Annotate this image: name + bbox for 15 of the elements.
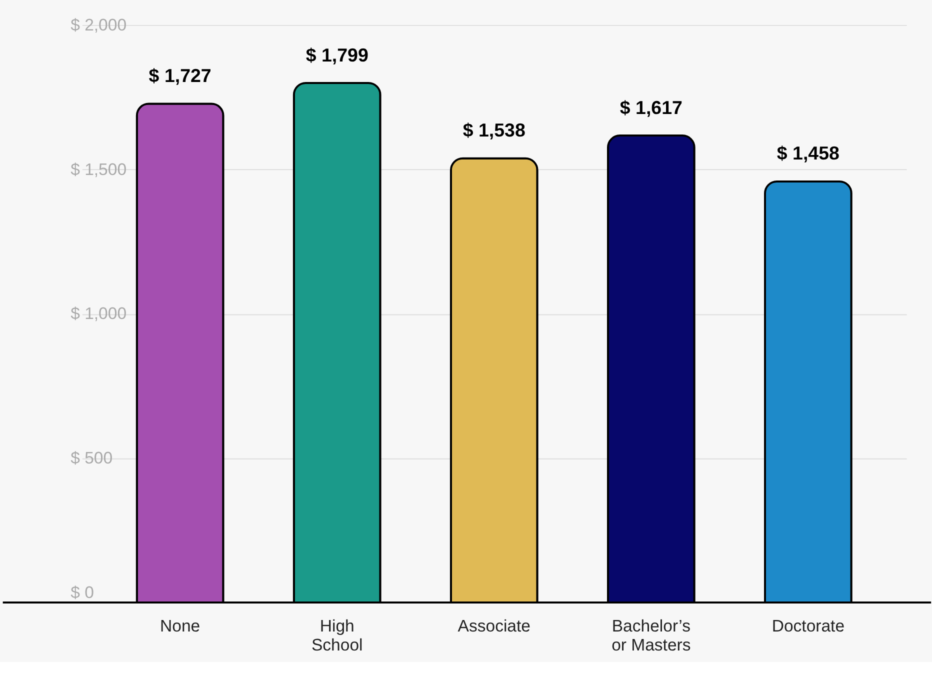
- data-label: $ 1,617: [620, 96, 682, 118]
- y-tick-label: $ 0: [70, 583, 94, 602]
- data-label: $ 1,458: [776, 142, 840, 164]
- x-tick-label: Doctorate: [772, 616, 845, 636]
- x-tick-label: High School: [311, 616, 363, 654]
- data-label: $ 1,799: [306, 44, 368, 66]
- y-tick-label: $ 1,000: [70, 304, 127, 324]
- data-label: $ 1,538: [462, 120, 526, 141]
- x-tick-label: Bachelor’s or Masters: [612, 616, 691, 654]
- y-tick-label: $ 2,000: [70, 15, 127, 34]
- y-tick-label: $ 1,500: [70, 160, 127, 179]
- y-tick-label: $ 500: [70, 448, 113, 468]
- data-label: $ 1,727: [148, 65, 212, 86]
- x-tick-label: None: [160, 616, 200, 636]
- x-tick-label: Associate: [458, 616, 530, 636]
